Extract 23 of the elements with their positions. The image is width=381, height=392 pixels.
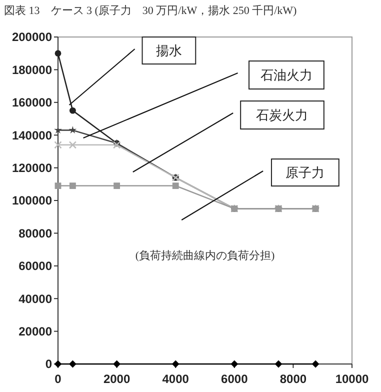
x-tick-label: 8000 xyxy=(280,372,307,386)
y-tick-label: 60000 xyxy=(18,259,52,274)
annotation: (負荷持続曲線内の負荷分担) xyxy=(135,249,275,262)
y-tick-label: 120000 xyxy=(12,161,52,175)
y-tick-label: 80000 xyxy=(18,226,52,240)
y-tick-label: 40000 xyxy=(18,292,52,306)
annotation: 石炭火力 xyxy=(256,108,308,123)
x-tick-label: 10000 xyxy=(335,372,370,386)
y-tick-label: 20000 xyxy=(18,324,52,338)
y-tick-label: 180000 xyxy=(12,62,52,77)
x-tick-label: 0 xyxy=(54,372,62,386)
x-tick-label: 4000 xyxy=(162,372,190,386)
annotation: 揚水 xyxy=(156,43,182,58)
x-tick-label: 6000 xyxy=(221,372,248,386)
y-tick-label: 100000 xyxy=(12,194,52,208)
y-tick-label: 140000 xyxy=(12,128,52,142)
annotation: 原子力 xyxy=(286,165,325,180)
y-tick-label: 200000 xyxy=(12,30,52,44)
chart-title: 図表 13 ケース 3 (原子力 30 万円/kW，揚水 250 千円/kW) xyxy=(4,4,298,17)
x-tick-label: 2000 xyxy=(103,372,130,386)
y-tick-label: 160000 xyxy=(12,96,52,110)
annotation: 石油火力 xyxy=(260,68,312,83)
y-tick-label: 0 xyxy=(45,357,52,372)
